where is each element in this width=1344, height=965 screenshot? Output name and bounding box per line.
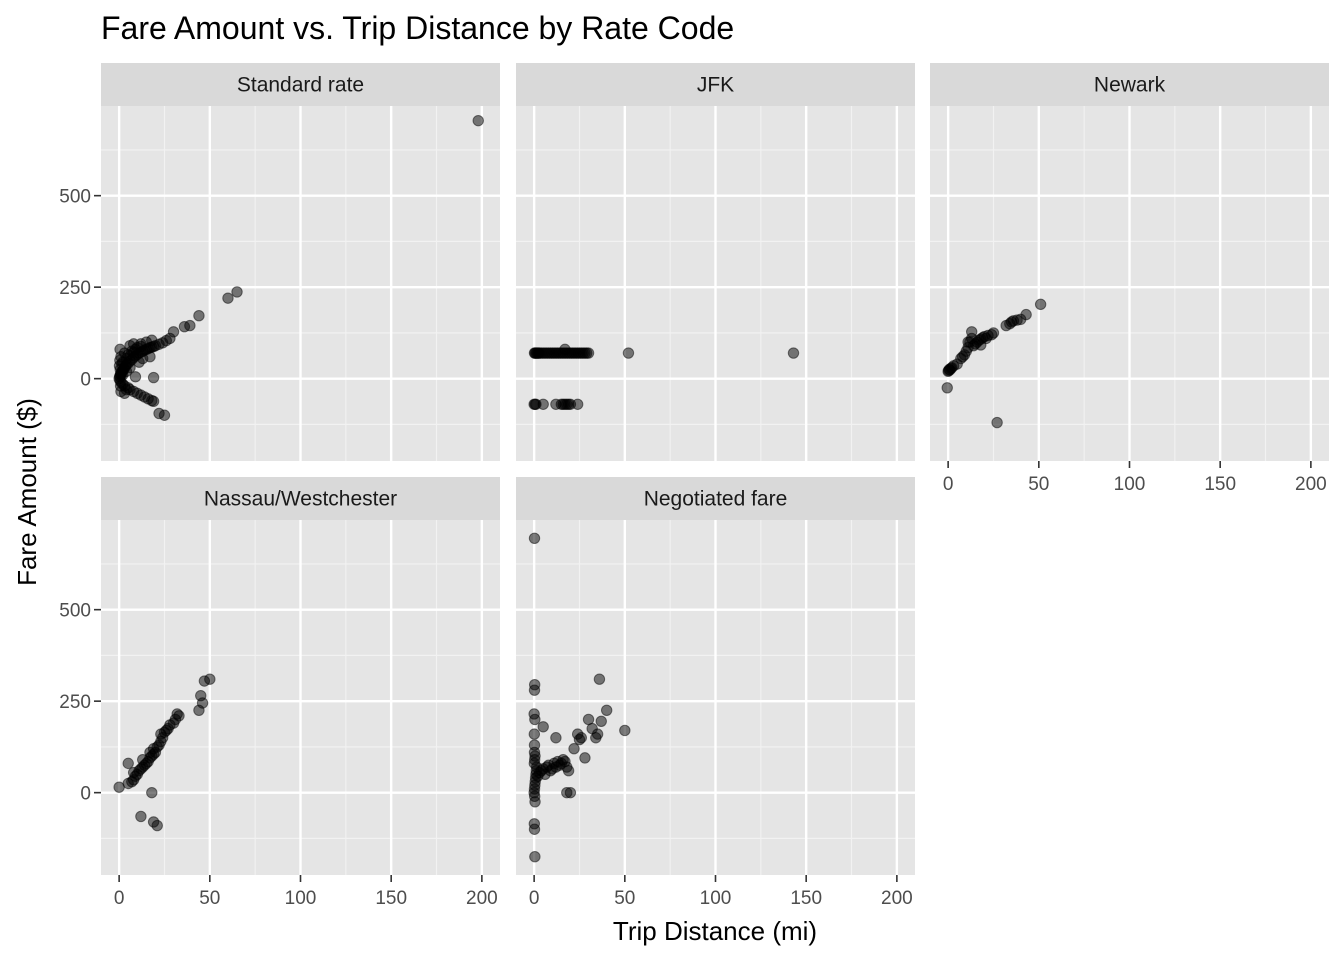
data-point <box>196 697 209 709</box>
data-point <box>193 310 205 322</box>
x-tick-label: 150 <box>1204 474 1236 495</box>
data-point <box>561 786 573 799</box>
facet-panel: Nassau/Westchester 0 250 500 0 50 100 150 200 <box>59 477 500 909</box>
facet-panel: JFK <box>516 63 915 461</box>
data-point <box>231 286 243 298</box>
facet-strip <box>101 477 500 520</box>
data-point <box>528 823 541 835</box>
x-tick-label: 100 <box>285 888 317 909</box>
facet-strip-label: Negotiated fare <box>644 488 788 511</box>
data-point <box>595 715 607 727</box>
data-point <box>144 350 156 363</box>
data-point <box>966 326 978 338</box>
data-point <box>559 343 571 356</box>
data-point <box>129 371 142 383</box>
data-point <box>787 347 800 359</box>
data-point <box>158 409 171 421</box>
data-point <box>146 334 158 346</box>
x-tick-label: 0 <box>943 474 954 495</box>
data-point <box>991 416 1003 429</box>
facet-strip-label: Newark <box>1094 74 1166 97</box>
data-point <box>987 327 1000 339</box>
x-axis-title: Trip Distance (mi) <box>613 916 817 946</box>
facet-panel: Negotiated fare 0 50 100 150 200 <box>516 477 915 909</box>
x-tick-label: 200 <box>1295 474 1327 495</box>
data-point <box>537 398 549 410</box>
data-point <box>1020 308 1032 321</box>
data-point <box>550 732 562 744</box>
data-point <box>151 819 163 832</box>
x-tick-label: 100 <box>1114 474 1146 495</box>
data-point <box>568 743 580 755</box>
y-tick-label: 250 <box>59 692 91 713</box>
data-point <box>593 673 606 685</box>
data-point <box>579 752 591 764</box>
facet-panel: Newark 0 50 100 150 200 <box>930 63 1329 495</box>
data-point <box>472 114 484 127</box>
data-point <box>1034 298 1047 311</box>
data-point <box>528 708 540 720</box>
y-tick-label: 500 <box>59 601 91 622</box>
data-point <box>135 340 147 353</box>
data-point <box>147 371 160 384</box>
x-tick-label: 50 <box>199 888 220 909</box>
data-point <box>146 786 158 799</box>
facet-strip-label: JFK <box>697 74 734 97</box>
x-tick-label: 100 <box>700 888 732 909</box>
data-point <box>529 796 541 808</box>
data-point <box>962 336 974 348</box>
data-point <box>167 326 180 338</box>
x-tick-label: 200 <box>881 888 913 909</box>
data-point <box>941 382 953 394</box>
facet-strip-label: Standard rate <box>237 74 364 97</box>
x-tick-label: 50 <box>1028 474 1049 495</box>
data-point <box>537 721 549 733</box>
y-tick-label: 250 <box>59 278 91 299</box>
data-point <box>571 398 584 410</box>
y-tick-label: 500 <box>59 187 91 208</box>
data-point <box>562 764 575 777</box>
facet-panel: Standard rate 0 250 500 <box>59 63 500 461</box>
data-point <box>528 532 541 544</box>
data-point <box>114 380 127 392</box>
data-point <box>975 339 987 351</box>
data-point <box>622 347 635 359</box>
data-point <box>582 347 595 359</box>
x-tick-label: 0 <box>114 888 125 909</box>
facet-strip <box>101 63 500 106</box>
data-point <box>184 319 196 332</box>
x-tick-label: 150 <box>375 888 407 909</box>
facet-strip <box>516 477 915 520</box>
facet-strip-label: Nassau/Westchester <box>204 488 397 511</box>
data-point <box>529 851 541 863</box>
data-point <box>147 395 160 408</box>
x-tick-label: 200 <box>466 888 498 909</box>
x-tick-label: 50 <box>614 888 635 909</box>
x-tick-label: 150 <box>790 888 822 909</box>
y-tick-label: 0 <box>80 784 91 805</box>
x-tick-label: 0 <box>529 888 540 909</box>
data-point <box>204 673 216 685</box>
y-axis-title: Fare Amount ($) <box>12 398 42 586</box>
data-point <box>600 704 613 717</box>
data-point <box>135 810 147 823</box>
facet-strip <box>516 63 915 106</box>
data-point <box>528 739 541 751</box>
data-point <box>528 678 541 691</box>
chart-title: Fare Amount vs. Trip Distance by Rate Co… <box>101 10 734 46</box>
y-tick-label: 0 <box>80 370 91 391</box>
facet-strip <box>930 63 1329 106</box>
data-point <box>222 292 234 304</box>
data-point <box>124 361 136 374</box>
data-point <box>528 728 541 740</box>
data-point <box>591 728 604 740</box>
data-point <box>173 710 185 722</box>
data-point <box>619 724 631 737</box>
data-point <box>122 757 134 770</box>
data-point <box>575 732 587 744</box>
